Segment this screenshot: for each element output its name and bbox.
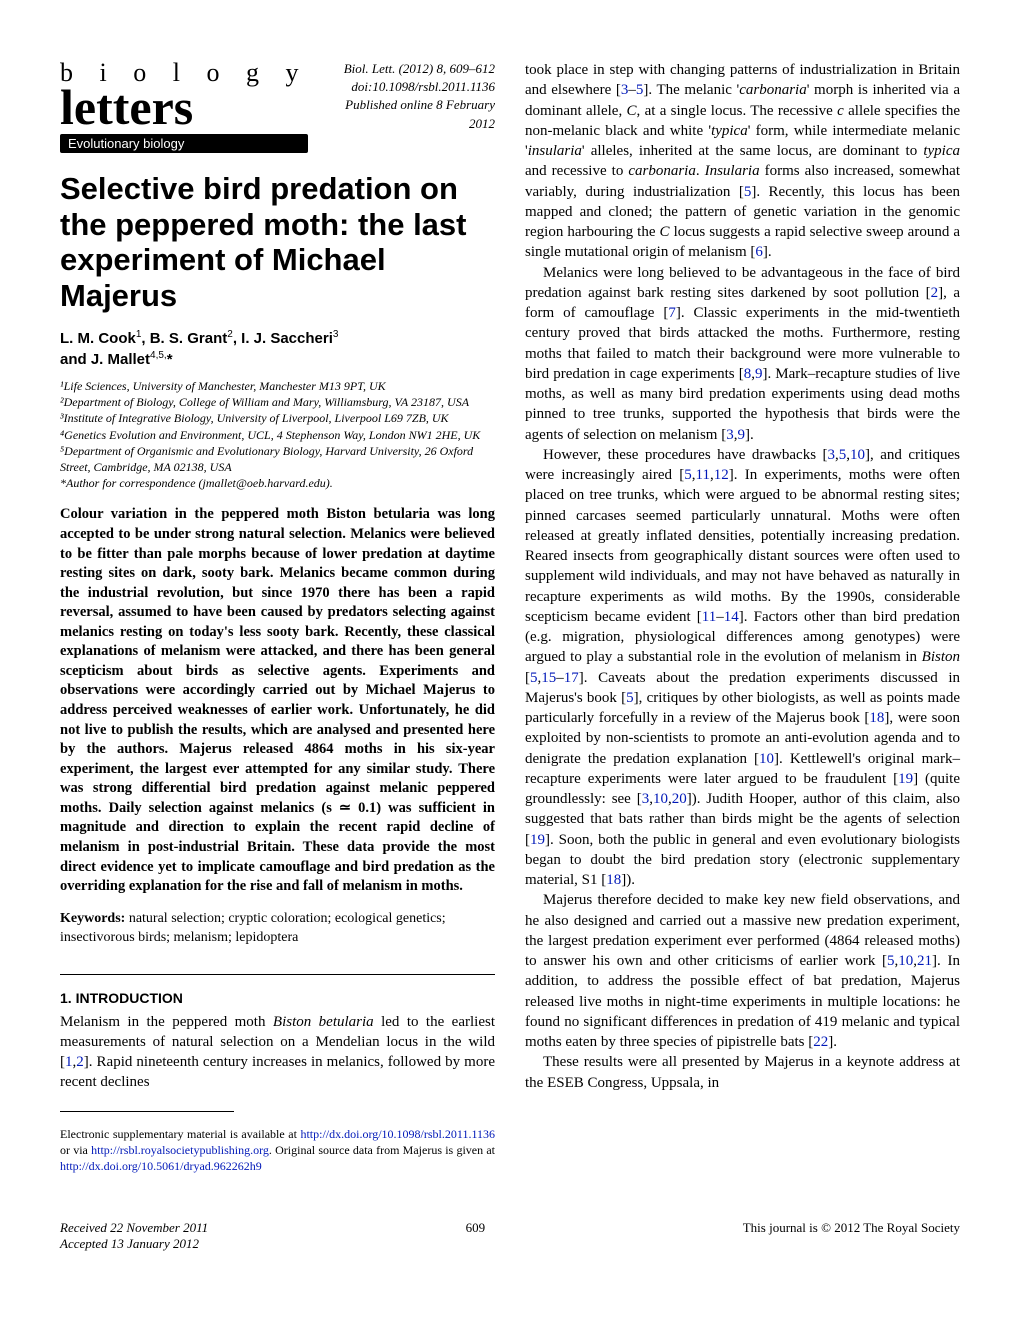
journal-logo: b i o l o g y letters Evolutionary biolo… [60, 60, 308, 153]
affil-2: ²Department of Biology, College of Willi… [60, 394, 495, 410]
supplementary-footnote: Electronic supplementary material is ava… [60, 1126, 495, 1175]
published-line: Published online 8 February 2012 [326, 96, 495, 132]
doi-line: doi:10.1098/rsbl.2011.1136 [326, 78, 495, 96]
body-p1: took place in step with changing pattern… [525, 60, 960, 263]
left-column: b i o l o g y letters Evolutionary biolo… [60, 60, 495, 1174]
citation-block: Biol. Lett. (2012) 8, 609–612 doi:10.109… [326, 60, 495, 133]
article-title: Selective bird predation on the peppered… [60, 171, 495, 314]
keywords-block: Keywords: natural selection; cryptic col… [60, 909, 495, 948]
accepted-date: Accepted 13 January 2012 [60, 1236, 208, 1252]
section-1-heading: 1. INTRODUCTION [60, 989, 495, 1008]
keywords-label: Keywords: [60, 911, 125, 926]
corresponding: *Author for correspondence (jmallet@oeb.… [60, 475, 495, 491]
body-p3: However, these procedures have drawbacks… [525, 445, 960, 891]
copyright: This journal is © 2012 The Royal Society [743, 1220, 960, 1252]
journal-header: b i o l o g y letters Evolutionary biolo… [60, 60, 495, 153]
affil-5: ⁵Department of Organismic and Evolutiona… [60, 443, 495, 475]
logo-letters-text: letters [60, 82, 308, 132]
footnote-rule [60, 1111, 234, 1112]
right-column: took place in step with changing pattern… [525, 60, 960, 1174]
section-divider [60, 974, 495, 975]
suppl-link-2[interactable]: http://rsbl.royalsocietypublishing.org [91, 1143, 269, 1157]
abstract: Colour variation in the peppered moth Bi… [60, 505, 495, 896]
journal-category-tag: Evolutionary biology [60, 134, 308, 153]
footer-dates: Received 22 November 2011 Accepted 13 Ja… [60, 1220, 208, 1252]
suppl-link-1[interactable]: http://dx.doi.org/10.1098/rsbl.2011.1136 [300, 1127, 495, 1141]
body-p2: Melanics were long believed to be advant… [525, 263, 960, 445]
affil-1: ¹Life Sciences, University of Manchester… [60, 378, 495, 394]
author-list: L. M. Cook1, B. S. Grant2, I. J. Saccher… [60, 328, 495, 371]
affiliations: ¹Life Sciences, University of Manchester… [60, 378, 495, 491]
dryad-link[interactable]: http://dx.doi.org/10.5061/dryad.962262h9 [60, 1159, 262, 1173]
intro-paragraph-1: Melanism in the peppered moth Biston bet… [60, 1012, 495, 1093]
body-p5: These results were all presented by Maje… [525, 1052, 960, 1093]
body-p4: Majerus therefore decided to make key ne… [525, 890, 960, 1052]
affil-3: ³Institute of Integrative Biology, Unive… [60, 410, 495, 426]
page-number: 609 [466, 1220, 486, 1252]
citation-line: Biol. Lett. (2012) 8, 609–612 [326, 60, 495, 78]
page-footer: Received 22 November 2011 Accepted 13 Ja… [0, 1214, 1020, 1280]
received-date: Received 22 November 2011 [60, 1220, 208, 1236]
affil-4: ⁴Genetics Evolution and Environment, UCL… [60, 427, 495, 443]
